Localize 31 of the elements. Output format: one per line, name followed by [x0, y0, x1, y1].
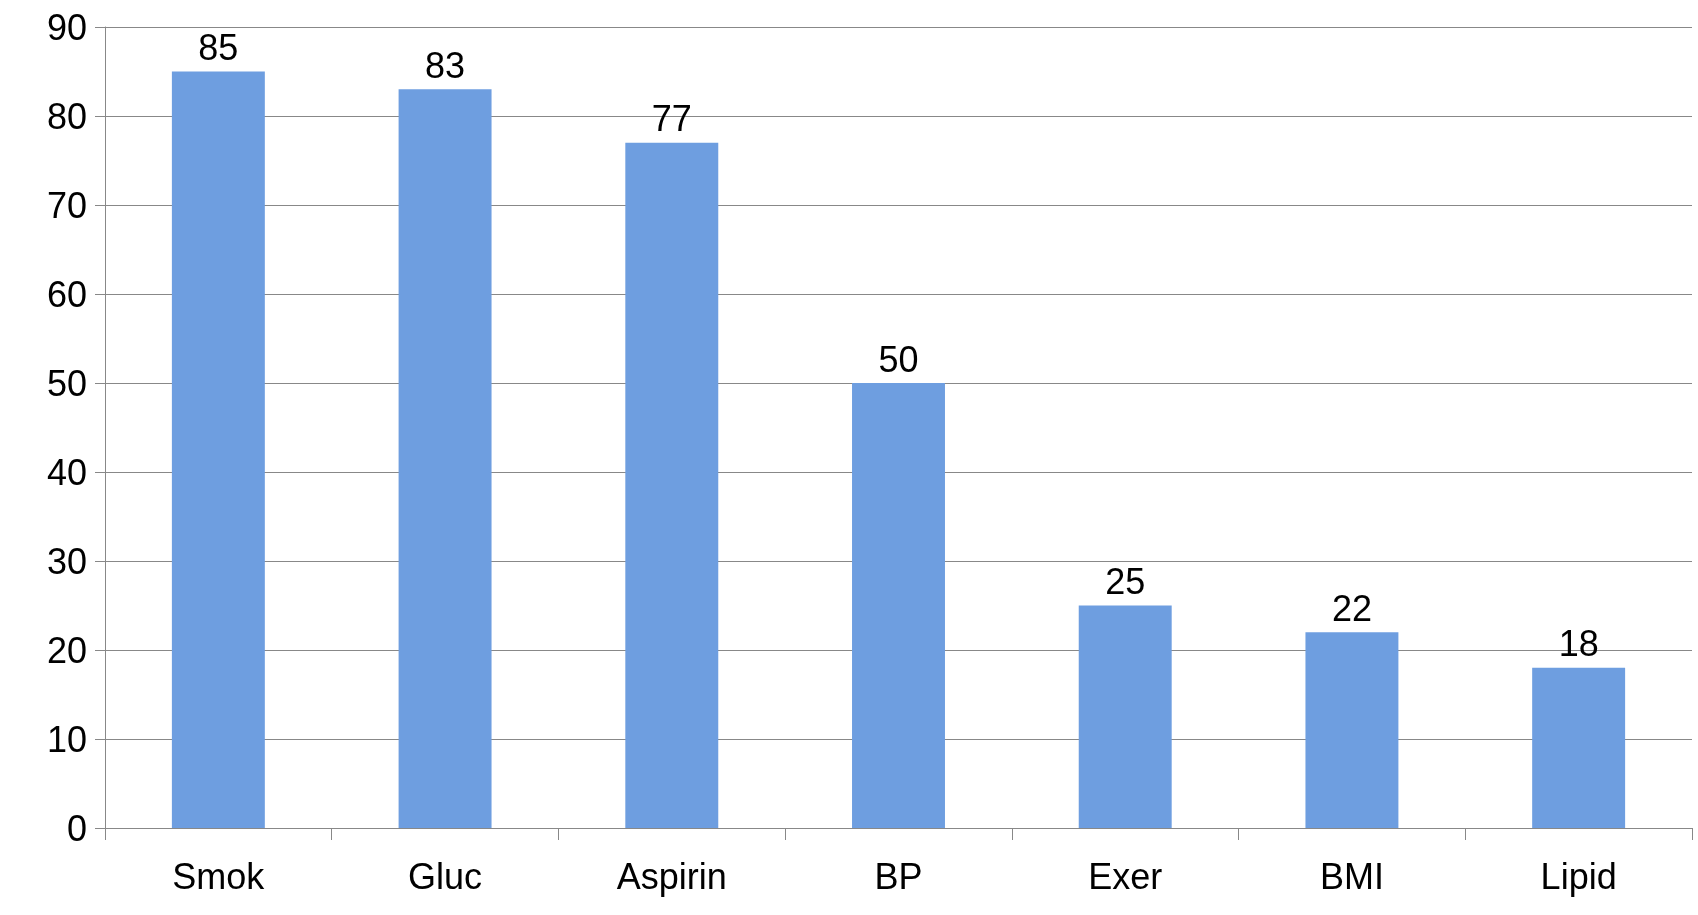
data-label: 22	[1331, 587, 1372, 629]
data-label: 18	[1558, 623, 1599, 665]
y-tick-label: 40	[46, 451, 87, 493]
y-tick-label: 30	[46, 540, 87, 582]
x-tick-label: BMI	[1319, 855, 1384, 897]
data-label: 50	[878, 338, 919, 380]
data-label: 85	[198, 27, 239, 68]
data-label: 77	[651, 98, 692, 140]
bar	[1532, 667, 1626, 828]
y-tick-label: 90	[46, 6, 87, 48]
y-tick-label: 80	[46, 95, 87, 137]
y-tick-label: 20	[46, 629, 87, 671]
bar	[852, 383, 945, 828]
x-tick-label: Gluc	[408, 855, 483, 897]
x-tick-label: Aspirin	[616, 855, 727, 897]
x-tick-label: Exer	[1088, 855, 1163, 897]
x-tick-label: Lipid	[1540, 855, 1617, 897]
data-label: 25	[1105, 561, 1146, 602]
bar	[1305, 632, 1399, 828]
y-tick-label: 50	[46, 362, 87, 404]
data-label: 83	[425, 44, 466, 86]
x-tick-label: BP	[874, 855, 923, 897]
bar	[398, 89, 492, 828]
y-tick-label: 60	[46, 273, 87, 315]
bar	[625, 142, 719, 828]
x-tick-label: Smok	[172, 855, 266, 897]
y-tick-label: 10	[46, 718, 87, 760]
bar	[171, 71, 265, 828]
y-tick-label: 0	[66, 807, 87, 849]
bar	[1078, 605, 1172, 828]
y-tick-label: 70	[46, 184, 87, 226]
